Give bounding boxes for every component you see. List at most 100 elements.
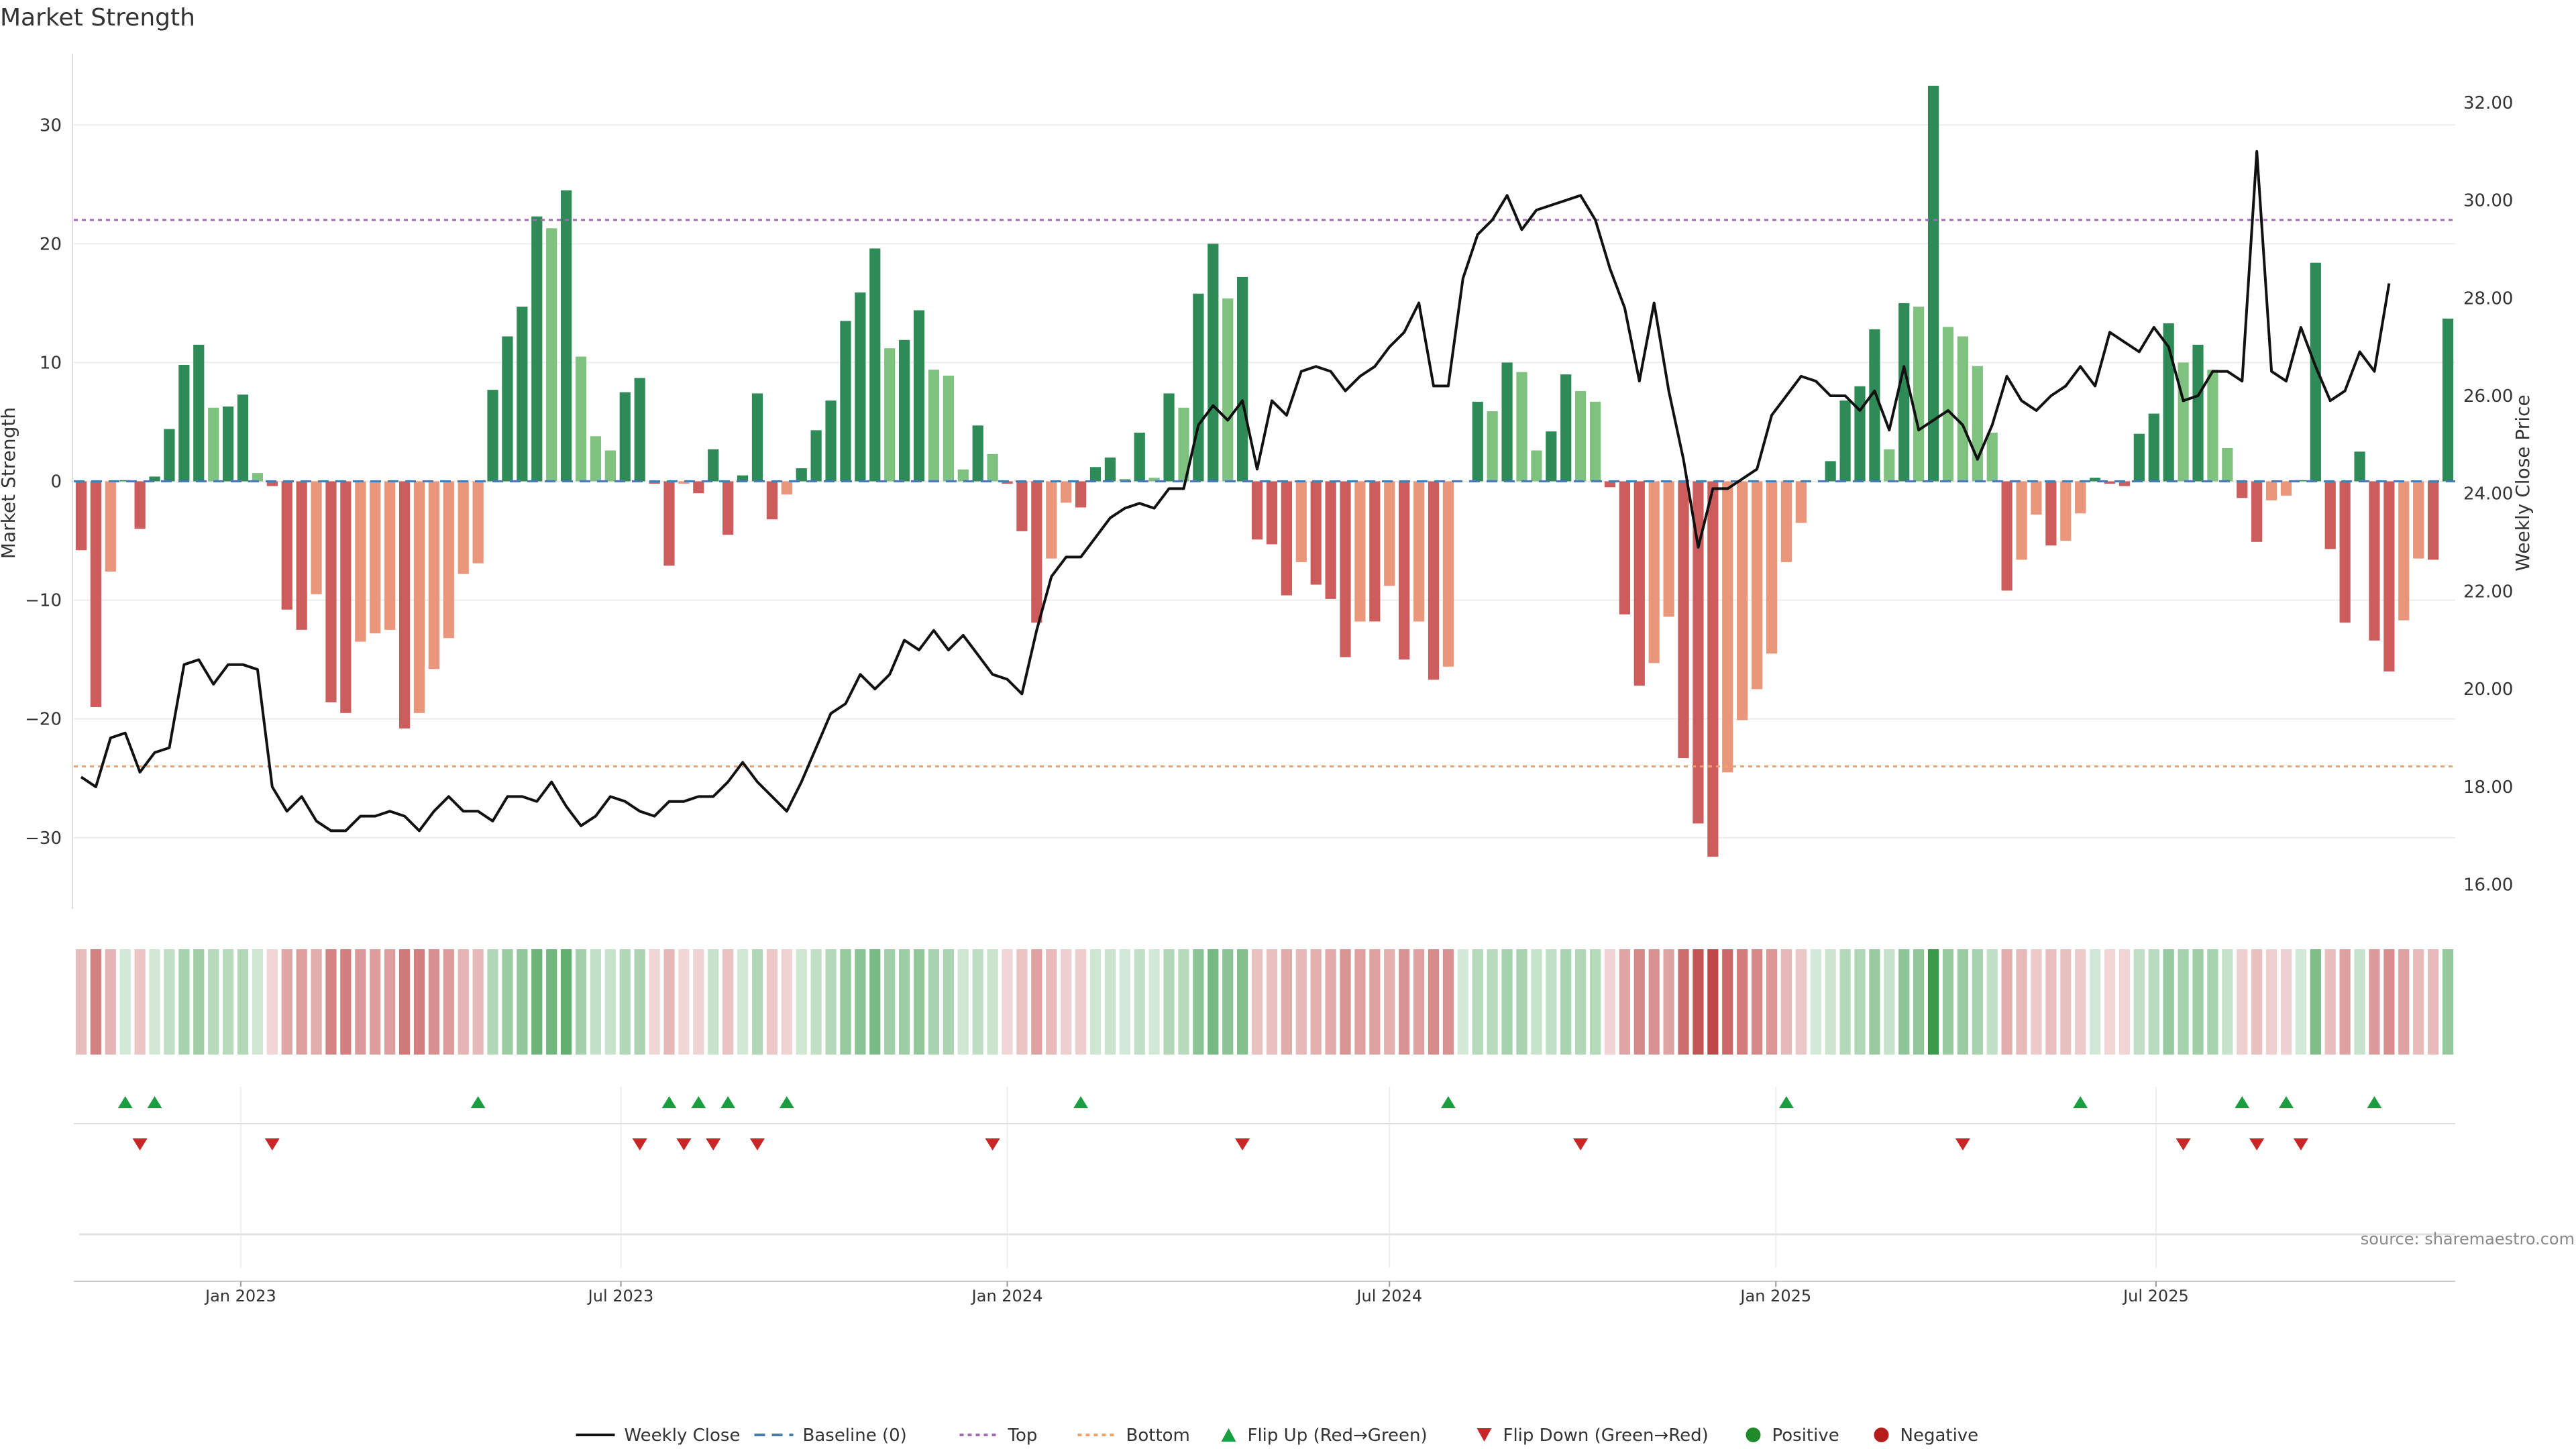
positive-strength-bar: [149, 476, 160, 482]
y2-tick-label: 24.00: [2463, 484, 2513, 504]
negative-strength-bar: [1722, 481, 1733, 773]
heat-cell: [1619, 949, 1630, 1055]
positive-strength-bar: [1560, 374, 1572, 482]
heat-cell: [1310, 949, 1322, 1055]
heat-cell: [1501, 949, 1513, 1055]
heat-cell: [428, 949, 439, 1055]
negative-strength-bar: [2016, 481, 2027, 560]
flip-up-marker: [1440, 1096, 1456, 1108]
negative-strength-bar: [2398, 481, 2410, 621]
positive-strength-bar: [1546, 431, 1557, 482]
heat-cell: [1163, 949, 1175, 1055]
flip-down-marker: [2249, 1138, 2265, 1150]
flip-up-marker: [1073, 1096, 1089, 1108]
negative-strength-bar: [384, 481, 396, 630]
heat-cell: [2001, 949, 2012, 1055]
heat-strip: [75, 949, 2454, 1055]
positive-strength-bar: [1119, 478, 1130, 482]
y-tick-label: 10: [40, 353, 62, 373]
heat-cell: [1957, 949, 1969, 1055]
heat-cell: [237, 949, 249, 1055]
negative-strength-bar: [2031, 481, 2042, 515]
negative-strength-bar: [2045, 481, 2057, 546]
heat-cell: [1119, 949, 1130, 1055]
heat-cell: [2075, 949, 2086, 1055]
flip-up-marker: [2367, 1096, 2382, 1108]
heat-cell: [619, 949, 631, 1055]
flip-down-marker: [985, 1138, 1000, 1150]
legend-label: Flip Down (Green→Red): [1503, 1426, 1709, 1446]
legend-swatch: [1221, 1428, 1236, 1442]
legend-label: Flip Up (Red→Green): [1248, 1426, 1428, 1446]
positive-strength-bar: [1148, 478, 1160, 482]
y2-tick-label: 30.00: [2463, 191, 2513, 211]
heat-cell: [2413, 949, 2424, 1055]
heat-cell: [899, 949, 910, 1055]
heat-cell: [1648, 949, 1660, 1055]
heat-cell: [1472, 949, 1483, 1055]
positive-strength-bar: [560, 190, 572, 482]
heat-cell: [413, 949, 425, 1055]
negative-strength-bar: [2265, 481, 2277, 500]
heat-cell: [987, 949, 998, 1055]
heat-cell: [472, 949, 484, 1055]
positive-strength-bar: [1208, 244, 1219, 482]
heat-cell: [2442, 949, 2454, 1055]
heat-cell: [370, 949, 381, 1055]
heat-cell: [2016, 949, 2027, 1055]
negative-strength-bar: [1751, 481, 1763, 690]
flip-up-marker: [691, 1096, 706, 1108]
heat-cell: [1751, 949, 1763, 1055]
y2-tick-label: 22.00: [2463, 582, 2513, 602]
positive-strength-bar: [222, 406, 234, 482]
heat-cell: [1104, 949, 1116, 1055]
positive-strength-bar: [899, 339, 910, 482]
positive-strength-bar: [502, 336, 513, 482]
negative-strength-bar: [1325, 481, 1336, 599]
legend-label: Bottom: [1126, 1426, 1190, 1446]
negative-strength-bar: [325, 481, 337, 702]
heat-cell: [296, 949, 307, 1055]
heat-cell: [604, 949, 616, 1055]
negative-strength-bar: [1413, 481, 1425, 622]
y2-tick-label: 26.00: [2463, 386, 2513, 407]
negative-strength-bar: [428, 481, 439, 669]
heat-cell: [2163, 949, 2174, 1055]
flip-up-marker: [117, 1096, 133, 1108]
positive-strength-bar: [208, 407, 219, 482]
positive-strength-bar: [1516, 372, 1527, 482]
negative-strength-bar: [443, 481, 454, 639]
heat-cell: [1295, 949, 1307, 1055]
positive-strength-bar: [1589, 401, 1601, 482]
negative-strength-bar: [1266, 481, 1278, 545]
heat-cell: [855, 949, 866, 1055]
negative-strength-bar: [1399, 481, 1410, 660]
positive-strength-bar: [1913, 307, 1925, 482]
heat-cell: [1266, 949, 1278, 1055]
positive-strength-bar: [178, 364, 190, 482]
x-tick-label: Jul 2025: [2122, 1287, 2189, 1305]
heat-cell: [1237, 949, 1248, 1055]
positive-strength-bar: [1237, 276, 1248, 482]
positive-strength-bar: [1898, 303, 1910, 482]
negative-strength-bar: [105, 481, 116, 572]
heat-cell: [2428, 949, 2439, 1055]
negative-strength-bar: [296, 481, 307, 630]
heat-cell: [2090, 949, 2101, 1055]
y-tick-label: 20: [40, 234, 62, 254]
negative-strength-bar: [1604, 481, 1616, 488]
heat-cell: [1707, 949, 1719, 1055]
axes: 30 20 10 0 −10 −20 −30 32.00 30.00 28.00 26.00 24.0…: [25, 54, 2513, 1305]
heat-cell: [1531, 949, 1542, 1055]
positive-strength-bar: [1986, 432, 1998, 482]
heat-cell: [502, 949, 513, 1055]
negative-strength-bar: [1295, 481, 1307, 562]
legend-label: Weekly Close: [625, 1426, 741, 1446]
heat-cell: [1193, 949, 1204, 1055]
heat-cell: [1031, 949, 1042, 1055]
heat-cell: [1325, 949, 1336, 1055]
source-note: source: sharemaestro.com: [2361, 1230, 2575, 1248]
heat-cell: [105, 949, 116, 1055]
heat-cell: [1061, 949, 1072, 1055]
